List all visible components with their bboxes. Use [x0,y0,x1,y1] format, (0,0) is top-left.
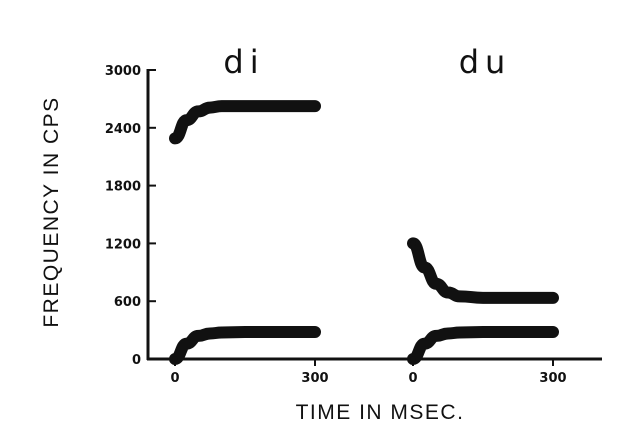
trace-di-formant-upper [169,100,321,145]
y-axis-label: FREQUENCY IN CPS [40,96,63,327]
panel-label-du: du [459,43,512,81]
y-tick-label: 1200 [105,237,141,252]
y-tick-label: 0 [132,353,141,368]
trace-du-formant-lower [407,326,559,365]
x-tick-label: 0 [170,371,179,386]
trace-di-formant-lower [169,326,321,365]
trace-onset-point [410,356,416,362]
x-tick-label: 0 [408,371,417,386]
x-tick-label: 300 [539,371,566,386]
y-tick-label: 600 [114,295,141,310]
x-axis-label: TIME IN MSEC. [296,401,465,424]
y-tick-label: 1800 [105,180,141,195]
x-ticks-group: 0 300 0 300 [170,359,567,386]
traces-group [169,100,559,365]
trace-du-formant-upper [407,237,559,304]
y-tick-label: 2400 [105,122,141,137]
axes-group [146,69,602,361]
trace-onset-point [410,240,416,247]
panel-label-di: di [223,43,264,81]
y-tick-label: 3000 [105,64,141,79]
y-ticks-group: 0 600 1200 1800 2400 3000 [105,64,156,368]
trace-onset-point [172,135,178,142]
trace-onset-point [172,356,178,362]
x-tick-label: 300 [301,371,328,386]
